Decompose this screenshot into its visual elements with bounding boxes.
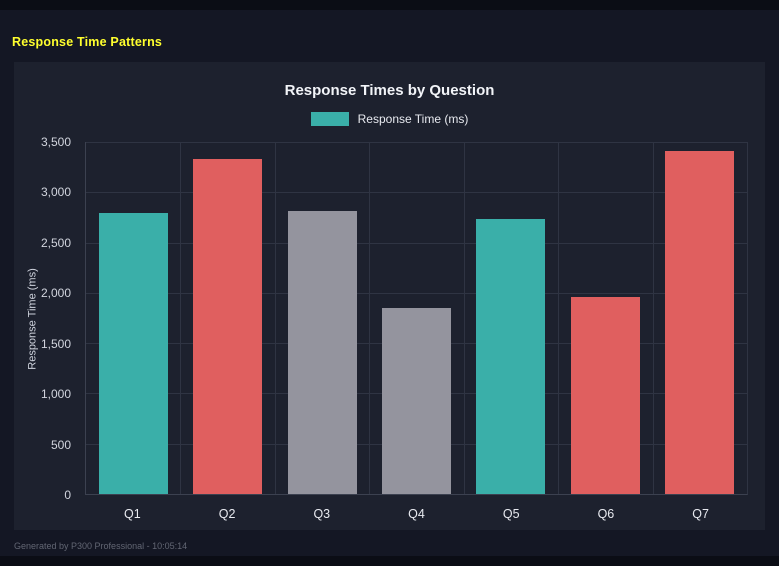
chart-legend: Response Time (ms) xyxy=(14,112,765,126)
bar-q4 xyxy=(382,307,451,494)
y-tick-label: 1,500 xyxy=(40,336,71,351)
bar-q1 xyxy=(98,213,168,494)
bar-q2 xyxy=(193,159,263,494)
x-tick-label: Q4 xyxy=(408,507,425,521)
h-gridline xyxy=(86,242,747,244)
v-gridline xyxy=(652,142,654,494)
h-gridline xyxy=(86,292,747,294)
y-tick-label: 0 xyxy=(64,488,71,502)
footer-text: Generated by P300 Professional - 10:05:1… xyxy=(14,541,188,551)
v-gridline xyxy=(274,142,276,494)
y-axis-ticks: 0 500 1,000 1,500 2,000 2,500 3,000 3,500 xyxy=(14,135,78,502)
h-gridline xyxy=(86,192,747,194)
bar-q3 xyxy=(287,211,357,494)
y-tick-label: 3,500 xyxy=(40,135,71,149)
h-gridline xyxy=(86,142,747,143)
v-gridline xyxy=(558,142,560,494)
legend-label: Response Time (ms) xyxy=(357,112,469,126)
x-tick-label: Q7 xyxy=(692,507,709,521)
y-tick-label: 1,000 xyxy=(40,387,71,402)
legend-color-swatch xyxy=(310,112,349,126)
bottom-border-strip xyxy=(0,556,779,566)
plot-area xyxy=(85,142,748,495)
x-tick-label: Q5 xyxy=(502,507,520,521)
x-tick-label: Q6 xyxy=(597,507,615,521)
bar-q5 xyxy=(476,219,546,494)
chart-title: Response Times by Question xyxy=(284,82,495,99)
x-tick-label: Q2 xyxy=(218,507,236,521)
page-title: Response Time Patterns xyxy=(12,35,163,49)
bar-q7 xyxy=(665,151,735,494)
v-gridline xyxy=(369,142,371,494)
v-gridline xyxy=(463,142,465,494)
x-tick-label: Q3 xyxy=(313,507,331,521)
x-axis-ticks: Q1 Q2 Q3 Q4 Q5 Q6 Q7 xyxy=(85,505,748,525)
x-tick-label: Q1 xyxy=(124,507,141,521)
v-gridline xyxy=(180,142,182,494)
y-tick-label: 2,500 xyxy=(40,235,71,250)
bar-q6 xyxy=(570,296,640,494)
y-tick-label: 500 xyxy=(50,437,71,452)
y-tick-label: 2,000 xyxy=(40,286,71,301)
chart-panel: Response Times by Question Response Time… xyxy=(14,62,765,530)
top-border-strip xyxy=(0,0,779,10)
y-tick-label: 3,000 xyxy=(40,185,71,200)
